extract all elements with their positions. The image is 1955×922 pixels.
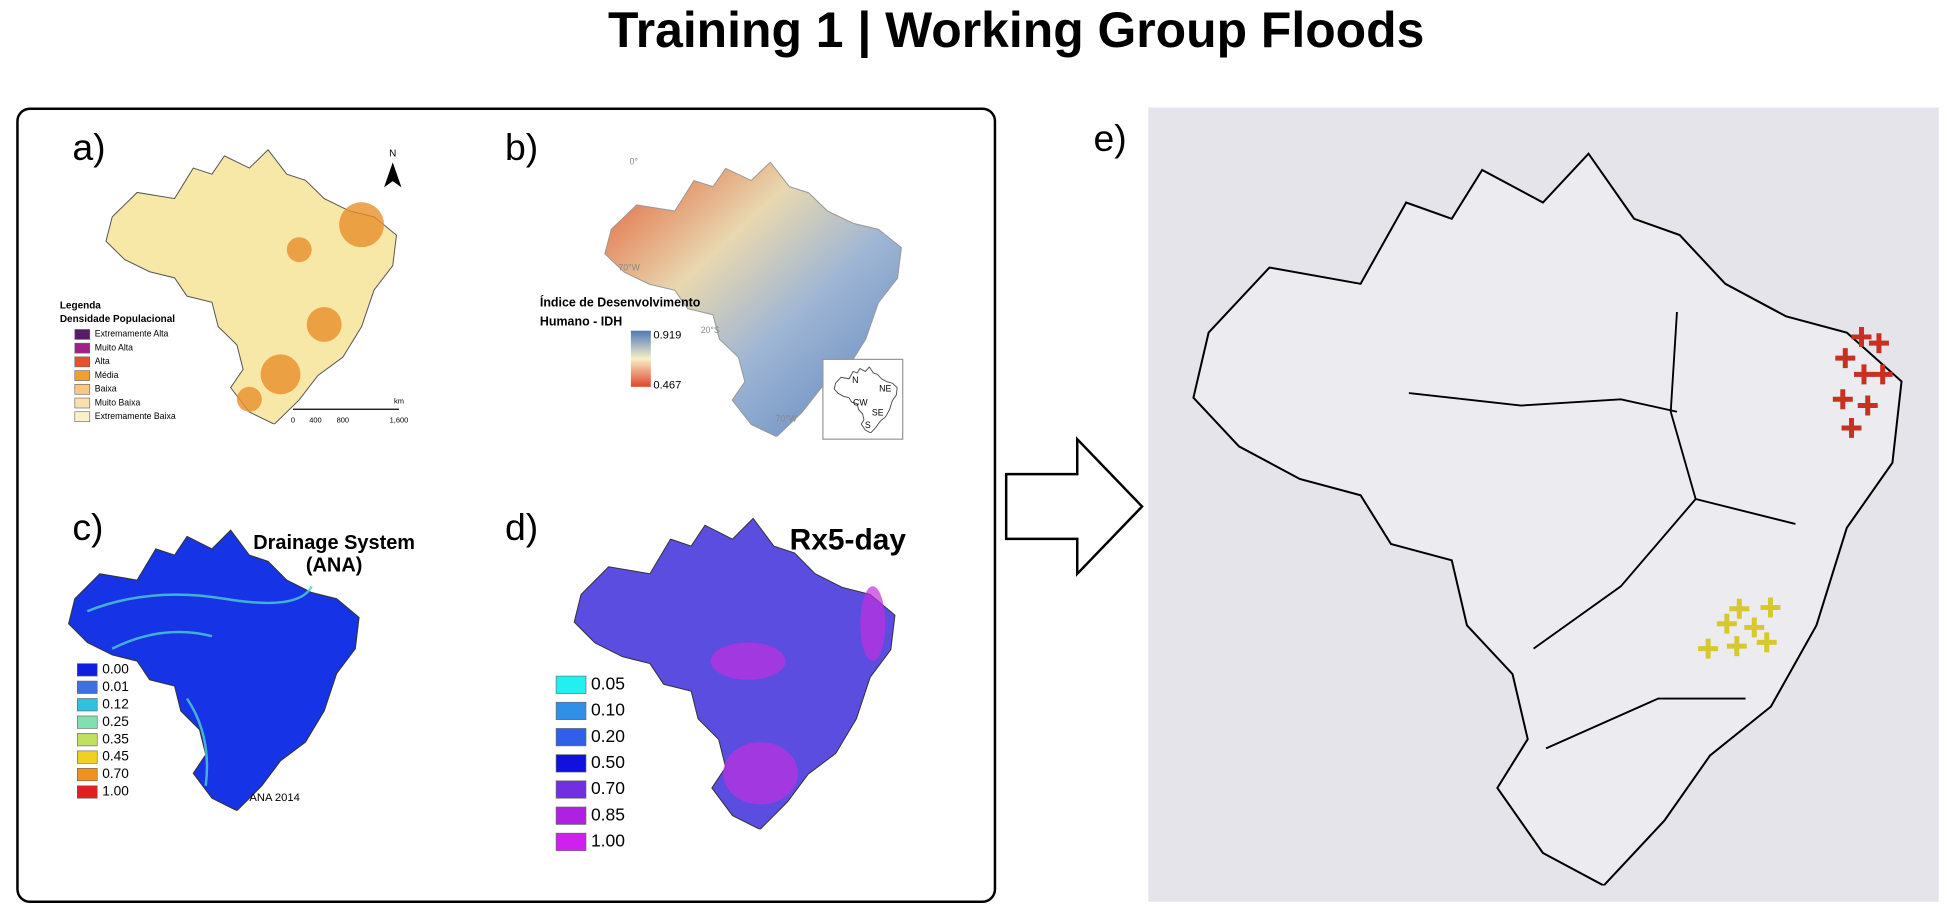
title: Training 1 | Working Group Floods [608, 2, 1424, 59]
legend-label: 0.85 [591, 804, 625, 824]
marker-cross [1716, 613, 1737, 634]
marker-cross [1857, 395, 1878, 416]
legend-swatch [555, 806, 587, 825]
legend-label: 0.12 [102, 696, 129, 711]
density-spots [236, 202, 385, 412]
legend-label: 0.10 [591, 700, 625, 720]
graticule-label: 70°W [618, 263, 640, 273]
marker-cross [1832, 389, 1853, 410]
region-label: CW [853, 397, 868, 407]
legend-title: Humano - IDH [540, 314, 622, 328]
region-label: S [865, 420, 871, 430]
legend-label: Muito Alta [95, 342, 133, 352]
legend-swatch [74, 342, 91, 354]
legend-label: 0.50 [591, 752, 625, 772]
legend-label: 0.00 [102, 661, 129, 676]
panel-label: e) [1093, 117, 1126, 159]
rivers [86, 585, 313, 786]
marker-cross [1841, 417, 1862, 438]
source: ANA 2014 [249, 792, 300, 804]
scale-label: 800 [337, 415, 349, 424]
legend-swatch [74, 411, 91, 423]
legend-label: Baixa [95, 384, 117, 394]
legend-label: 0.35 [102, 731, 129, 746]
marker-cross [1760, 597, 1781, 618]
legend-swatch [76, 785, 98, 799]
legend-title: Índice de Desenvolvimento [540, 295, 701, 310]
marker-cross [1854, 364, 1874, 385]
legend-swatch [74, 384, 91, 395]
panel-label: c) [72, 506, 103, 548]
legend-label: 1.00 [102, 784, 129, 799]
marker-cross [1872, 364, 1893, 385]
arrow [1004, 436, 1144, 577]
rx-spots [710, 586, 886, 805]
legend-swatch [76, 698, 98, 712]
legend-label: 0.05 [591, 673, 625, 693]
marker-cross [1756, 632, 1777, 653]
panel-title: Drainage System [253, 532, 415, 554]
region-label: NE [879, 384, 891, 394]
legend-swatch [74, 329, 91, 340]
legend-swatch [74, 370, 91, 381]
legend-swatch [555, 832, 587, 851]
legend-swatch [555, 780, 587, 799]
marker-cross [1744, 617, 1765, 638]
legend-title: Legenda [60, 300, 101, 311]
panel-label: a) [72, 126, 105, 168]
legend-swatch [555, 675, 587, 694]
legend-swatch [76, 663, 98, 677]
legend-label: Extremamente Baixa [95, 411, 176, 421]
legend-label: 0.20 [591, 726, 625, 746]
marker-cross [1726, 636, 1747, 657]
graticule-label: 70°W [776, 414, 798, 424]
panel-label: d) [505, 506, 538, 548]
panel-title: Rx5-day [790, 523, 907, 556]
color-bar [630, 330, 651, 387]
panel-label: b) [505, 126, 538, 168]
state-borders [1408, 311, 1796, 750]
legend-swatch [76, 768, 98, 782]
marker-cross [1868, 333, 1889, 354]
scale-label: 0 [291, 415, 295, 424]
legend-label: Muito Baixa [95, 397, 141, 407]
scale-label: 400 [309, 415, 321, 424]
legend-label: 1.00 [591, 831, 625, 851]
legend-label: 0.25 [102, 714, 129, 729]
legend-swatch [76, 715, 98, 729]
legend-swatch [76, 680, 98, 694]
graticule-label: 20°S [701, 325, 720, 335]
legend-label: Extremamente Alta [95, 329, 169, 339]
region-label: SE [872, 407, 884, 417]
legend-swatch [76, 733, 98, 747]
north-label: N [389, 148, 396, 159]
legend-swatch [76, 750, 98, 764]
north-arrow [384, 162, 402, 188]
legend-swatch [74, 356, 91, 368]
legend-swatch [555, 728, 587, 747]
marker-cross [1851, 326, 1872, 347]
legend-label: 0.70 [102, 766, 129, 781]
color-bar-label: 0.919 [653, 330, 681, 342]
legend-label: Média [95, 370, 119, 380]
legend-label: 0.01 [102, 679, 129, 694]
scale-unit: km [394, 397, 404, 406]
marker-cross [1729, 598, 1750, 619]
marker-cross [1698, 638, 1719, 659]
legend-swatch [74, 397, 91, 409]
legend-label: 0.45 [102, 749, 129, 764]
scale-label: 1,600 [390, 415, 409, 424]
legend-label: Alta [95, 356, 110, 366]
panel-title: (ANA) [306, 555, 362, 577]
legend-swatch [555, 754, 587, 773]
legend-swatch [555, 701, 587, 721]
color-bar-label: 0.467 [653, 380, 681, 392]
legend-subtitle: Densidade Populacional [60, 314, 175, 325]
marker-cross [1835, 348, 1856, 369]
legend-label: 0.70 [591, 778, 625, 798]
graticule-label: 0° [630, 157, 638, 167]
region-label: N [852, 375, 858, 385]
